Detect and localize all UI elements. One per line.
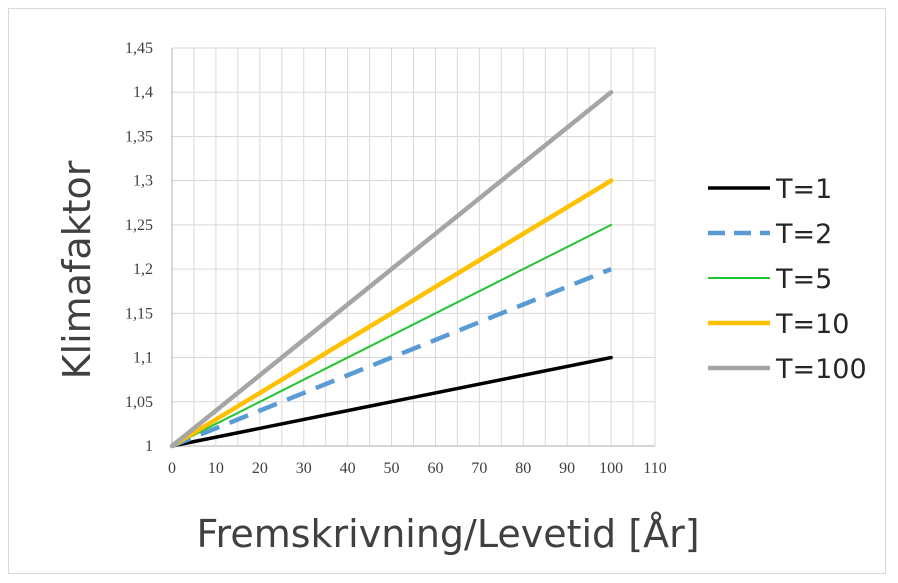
y-tick-label: 1,15 bbox=[125, 305, 153, 322]
x-axis-title: Fremskrivning/Levetid [År] bbox=[196, 512, 699, 556]
legend-label: T=1 bbox=[775, 174, 832, 205]
y-tick-label: 1,25 bbox=[125, 217, 153, 234]
series-line-t-1 bbox=[170, 355, 613, 448]
x-tick-label: 90 bbox=[559, 460, 575, 477]
y-axis-title: Klimafaktor bbox=[55, 160, 99, 379]
x-tick-label: 30 bbox=[296, 460, 312, 477]
x-tick-label: 0 bbox=[168, 460, 176, 477]
y-tick-label: 1,4 bbox=[133, 84, 153, 101]
series-lines bbox=[169, 89, 614, 449]
legend-label: T=100 bbox=[775, 354, 867, 385]
x-tick-label: 20 bbox=[252, 460, 268, 477]
y-tick-label: 1,3 bbox=[133, 173, 153, 190]
x-tick-label: 110 bbox=[643, 460, 666, 477]
legend: T=1 T=2 T=5 T=10 T=100 bbox=[708, 174, 867, 385]
x-tick-label: 100 bbox=[599, 460, 623, 477]
y-tick-label: 1,45 bbox=[125, 40, 153, 57]
x-tick-label: 40 bbox=[340, 460, 356, 477]
legend-label: T=10 bbox=[775, 309, 849, 340]
y-tick-label: 1,1 bbox=[133, 350, 153, 367]
chart-frame bbox=[8, 8, 886, 574]
y-tick-label: 1,05 bbox=[125, 394, 153, 411]
tick-labels: 0 10 20 30 40 50 60 70 80 90 100 110 1 1,05 1,1 1,15 1,2… bbox=[125, 40, 667, 477]
x-tick-label: 50 bbox=[384, 460, 400, 477]
y-tick-label: 1,35 bbox=[125, 128, 153, 145]
x-tick-label: 80 bbox=[515, 460, 531, 477]
series-line-t-5 bbox=[171, 223, 613, 447]
x-tick-label: 10 bbox=[208, 460, 224, 477]
y-tick-label: 1,2 bbox=[133, 261, 153, 278]
x-tick-label: 60 bbox=[427, 460, 443, 477]
y-tick-label: 1 bbox=[145, 438, 153, 455]
series-line-t-2 bbox=[171, 267, 612, 449]
legend-label: T=2 bbox=[775, 219, 832, 250]
series-line-t-10 bbox=[169, 178, 614, 449]
x-tick-label: 70 bbox=[471, 460, 487, 477]
legend-label: T=5 bbox=[775, 264, 832, 295]
series-line-t-100 bbox=[169, 89, 614, 449]
